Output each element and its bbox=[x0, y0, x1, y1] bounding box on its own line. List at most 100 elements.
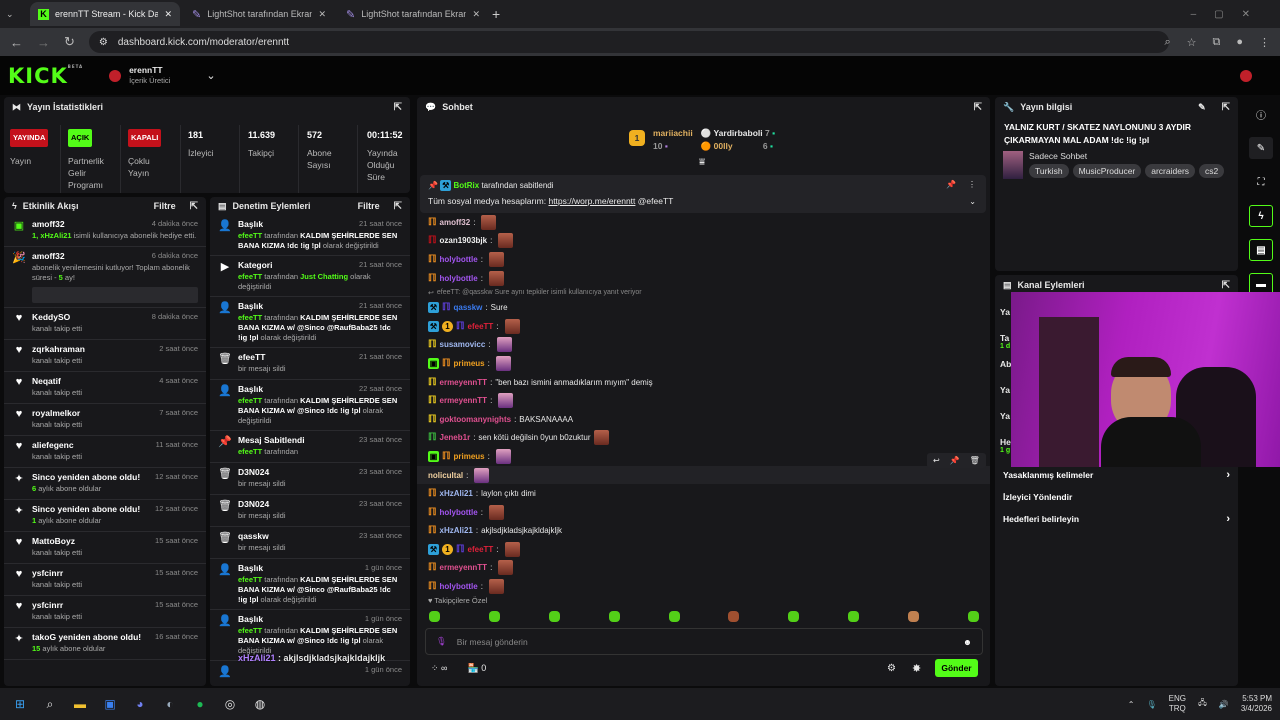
tab-lightshot-1[interactable]: ✎LightShot tarafından Ekran Görüntüsü✕ bbox=[192, 8, 326, 21]
channel-action-item[interactable]: He 1 g bbox=[1000, 437, 1011, 454]
chat-username[interactable]: xHzAli21 bbox=[439, 526, 473, 536]
url-field[interactable]: ⚙ dashboard.kick.com/moderator/erenntt bbox=[88, 31, 1169, 53]
channel-points[interactable]: ⁘ ∞ bbox=[431, 663, 448, 673]
channel-switcher[interactable]: erennTT İçerik Üretici bbox=[129, 65, 171, 85]
profile-avatar[interactable]: ● bbox=[1236, 35, 1243, 48]
emote-button[interactable] bbox=[788, 611, 800, 622]
tag[interactable]: Turkish bbox=[1029, 164, 1069, 178]
site-settings-icon[interactable]: ⚙ bbox=[98, 36, 108, 48]
chat-message[interactable]: nolicultal: bbox=[417, 465, 990, 485]
profile-avatar[interactable] bbox=[1240, 69, 1252, 82]
chat-username[interactable]: susamovicc bbox=[439, 340, 486, 350]
mod-action-item[interactable]: 👤 Başlık 1 gün önce efeeTT tarafından KALDI… bbox=[210, 559, 410, 610]
clock[interactable]: 5:53 PM 3/4/2026 bbox=[1240, 694, 1272, 713]
window-controls[interactable]: –▢✕ bbox=[1190, 8, 1268, 20]
chat-input[interactable]: 🎙 Bir mesaj gönderin ☻ bbox=[425, 628, 983, 655]
chat-username[interactable]: ozan1903bjk bbox=[439, 236, 488, 246]
chat-username[interactable]: nolicultal bbox=[428, 470, 464, 480]
chat-settings-icon[interactable]: ⚙ bbox=[887, 663, 896, 674]
mod-action-item[interactable]: 🗑 D3N024 23 saat önce bir mesajı sildi bbox=[210, 495, 410, 527]
mod-action-item[interactable]: 📌 Mesaj Sabitlendi 23 saat önce efeeTT tara… bbox=[210, 431, 410, 463]
file-explorer-icon[interactable]: ▬ bbox=[74, 697, 86, 711]
close-tab-icon[interactable]: ✕ bbox=[164, 8, 172, 19]
activity-item[interactable]: ♥ ysfcinrr 15 saat önce kanalı takip etti bbox=[4, 596, 206, 628]
pin-icon[interactable]: 📌 bbox=[949, 456, 960, 465]
close-tab-icon[interactable]: ✕ bbox=[472, 8, 480, 19]
expand-chevron-icon[interactable]: ⌄ bbox=[969, 197, 976, 206]
mod-action-item[interactable]: ▶ Kategori 21 saat önce efeeTT tarafından J… bbox=[210, 256, 410, 297]
popout-icon[interactable]: ⇱ bbox=[1221, 279, 1230, 291]
chat-username[interactable]: efeeTT bbox=[467, 321, 494, 331]
chat-username[interactable]: efeeTT bbox=[467, 544, 494, 554]
discord-icon[interactable]: ◕ bbox=[136, 697, 144, 711]
pinned-link[interactable]: https://worp.me/erenntt bbox=[548, 196, 636, 206]
bot-icon[interactable]: ✸ bbox=[912, 663, 922, 675]
tag[interactable]: MusicProducer bbox=[1072, 164, 1142, 178]
store-icon[interactable]: ▣ bbox=[104, 697, 116, 711]
chat-username[interactable]: holybottle bbox=[439, 507, 478, 517]
search-icon[interactable]: ⌕ bbox=[46, 696, 54, 711]
close-tab-icon[interactable]: ✕ bbox=[318, 8, 326, 19]
emote-button[interactable] bbox=[429, 611, 440, 622]
mod-action-item[interactable]: 👤 Başlık 22 saat önce efeeTT tarafından KAL… bbox=[210, 380, 410, 431]
extensions-icon[interactable]: ⧉ bbox=[1212, 35, 1221, 48]
menu-icon[interactable]: ⋮ bbox=[1259, 36, 1270, 49]
channel-action-item[interactable]: Ya bbox=[1000, 385, 1010, 395]
new-tab-button[interactable]: + bbox=[492, 6, 501, 22]
chat-username[interactable]: Jeneb1r bbox=[439, 433, 471, 443]
emote-button[interactable] bbox=[848, 611, 860, 622]
channel-action-item[interactable]: Yasaklanmış kelimeler › bbox=[1003, 469, 1230, 481]
delete-icon[interactable]: 🗑 bbox=[969, 456, 980, 465]
popout-icon[interactable]: ⇱ bbox=[973, 101, 982, 113]
activity-item[interactable]: ♥ royalmelkor 7 saat önce kanalı takip etti bbox=[4, 404, 206, 436]
shop-icon[interactable]: 🏪 0 bbox=[467, 663, 487, 673]
channel-action-item[interactable]: Ab bbox=[1000, 359, 1012, 369]
chat-message[interactable]: ℿ Jeneb1r: sen kötü değilsin 0yun b0zuktu… bbox=[417, 429, 990, 448]
reply-icon[interactable]: ↩ bbox=[933, 456, 940, 465]
unpin-icon[interactable]: 📌 bbox=[946, 180, 956, 189]
chat-username[interactable]: qasskw bbox=[453, 303, 483, 313]
notes-icon[interactable]: ▤ bbox=[1249, 239, 1273, 261]
emote-button[interactable] bbox=[608, 611, 620, 622]
chat-username[interactable]: holybottle bbox=[439, 273, 478, 283]
tab-list-icon[interactable]: ⌄ bbox=[6, 8, 14, 19]
info-icon[interactable]: ⓘ bbox=[1256, 110, 1266, 122]
tray-chevron-icon[interactable]: ⌃ bbox=[1127, 699, 1135, 709]
filter-button[interactable]: Filtre bbox=[153, 201, 176, 211]
chevron-down-icon[interactable]: ⌄ bbox=[206, 70, 216, 82]
activity-item[interactable]: ♥ aliefegenc 11 saat önce kanalı takip etti bbox=[4, 436, 206, 468]
app-icon[interactable]: ◍ bbox=[254, 697, 266, 711]
language-indicator[interactable]: ENG TRQ bbox=[1168, 694, 1186, 713]
channel-action-item[interactable]: Hedefleri belirleyin › bbox=[1003, 513, 1230, 525]
emote-button[interactable] bbox=[908, 611, 919, 622]
volume-icon[interactable]: 🔊 bbox=[1218, 699, 1229, 709]
emote-button[interactable] bbox=[967, 611, 979, 622]
bookmark-star-icon[interactable]: ☆ bbox=[1186, 36, 1197, 49]
channel-action-item[interactable]: Ya bbox=[1000, 307, 1010, 317]
chat-username[interactable]: holybottle bbox=[439, 582, 478, 592]
activity-item[interactable]: ♥ KeddySO 8 dakika önce kanalı takip etti bbox=[4, 308, 206, 340]
windows-start-icon[interactable]: ⊞ bbox=[14, 697, 26, 711]
emote-button[interactable] bbox=[668, 611, 680, 622]
tab-lightshot-2[interactable]: ✎LightShot tarafından Ekran Görüntüsü✕ bbox=[346, 8, 480, 21]
chat-username[interactable]: amoff32 bbox=[439, 217, 471, 227]
steam-icon[interactable]: ◐ bbox=[166, 697, 174, 711]
chrome-icon[interactable]: ◎ bbox=[224, 697, 236, 711]
emote-button[interactable] bbox=[488, 611, 500, 622]
network-icon[interactable]: 🖧 bbox=[1197, 698, 1207, 707]
chat-username[interactable]: primeus bbox=[453, 358, 485, 368]
popout-icon[interactable]: ⇱ bbox=[189, 200, 198, 212]
mod-action-item[interactable]: 👤 1 gün önce bbox=[210, 661, 410, 686]
microphone-icon[interactable]: 🎙 bbox=[1146, 699, 1157, 709]
channel-action-item[interactable]: Ya bbox=[1000, 411, 1010, 421]
